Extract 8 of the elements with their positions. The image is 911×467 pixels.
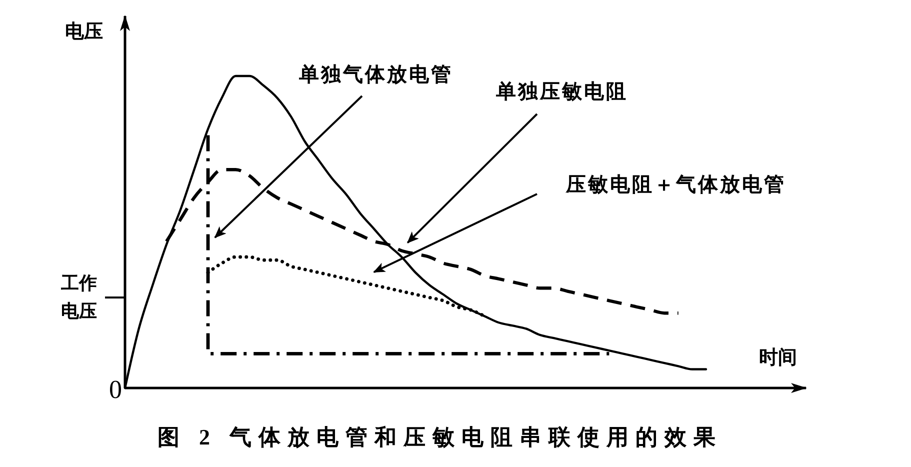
ref-line-label: 工作电压 xyxy=(61,272,98,324)
text: 单独气体放电管 xyxy=(298,62,453,86)
annotation: 压敏电阻＋气体放电管 xyxy=(565,172,786,196)
y-axis-title: 电压 xyxy=(65,20,103,43)
x-axis-title: 时间 xyxy=(759,346,797,369)
text: 单独压敏电阻 xyxy=(495,79,628,103)
annotation: 0 xyxy=(109,375,122,404)
text: 图 2 气体放电管和压敏电阻串联使用的效果 xyxy=(158,424,722,450)
